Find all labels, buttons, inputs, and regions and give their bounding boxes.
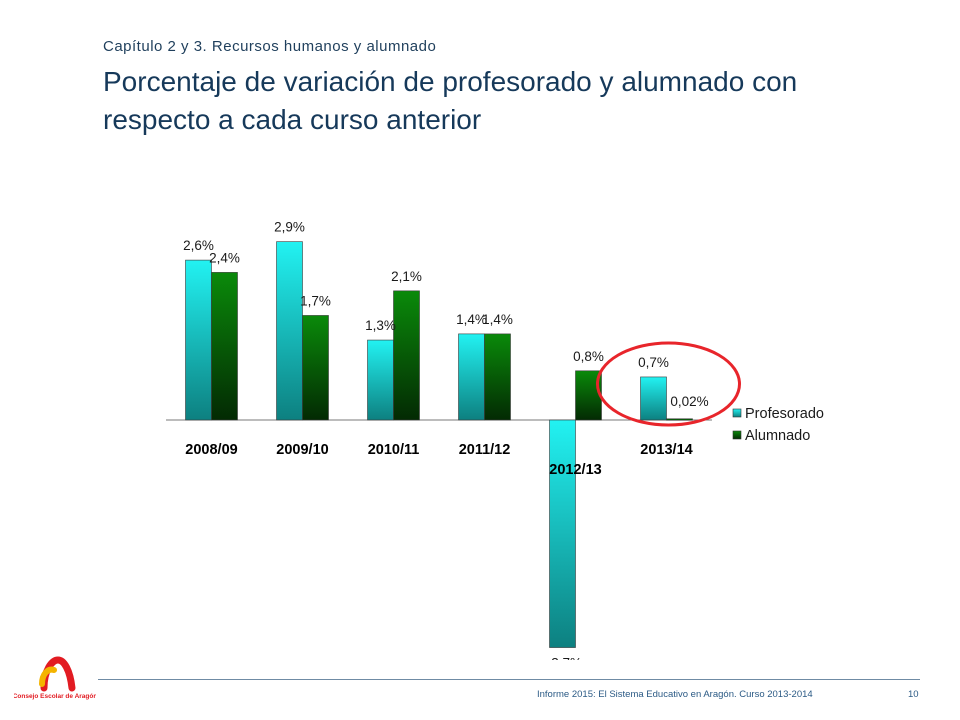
footer-text: Informe 2015: El Sistema Educativo en Ar… <box>537 689 813 700</box>
data-label-profesorado-2011-12: 1,4% <box>456 312 487 327</box>
consejo-escolar-logo: Consejo Escolar de Aragón <box>14 656 96 700</box>
footer-divider <box>98 679 920 680</box>
data-label-alumnado-2008-09: 2,4% <box>209 250 240 265</box>
data-label-alumnado-2010-11: 2,1% <box>391 269 422 284</box>
variation-bar-chart: 2,6%2,4% 2008/09 2,9% 1,7% 2009/10 1,3% 2,1% 20… <box>166 220 824 660</box>
page-title: Porcentaje de variación de profesorado y… <box>103 66 798 135</box>
bar-profesorado-2013-14 <box>640 376 667 421</box>
legend-swatch-alumnado <box>732 430 742 440</box>
data-label-profesorado-2010-11: 1,3% <box>365 318 396 333</box>
bar-profesorado-2012-13 <box>549 419 576 648</box>
bar-alumnado-2013-14 <box>666 418 693 421</box>
chapter-subtitle: Capítulo 2 y 3. Recursos humanos y alumn… <box>103 38 437 55</box>
bar-alumnado-2010-11 <box>393 290 420 421</box>
category-label-2010-11: 2010/11 <box>368 442 420 458</box>
legend-label-profesorado: Profesorado <box>745 406 824 422</box>
data-label-alumnado-2013-14: 0,02% <box>670 394 708 409</box>
bar-alumnado-2008-09 <box>211 272 238 421</box>
legend-label-alumnado: Alumnado <box>745 428 810 444</box>
bar-alumnado-2009-10 <box>302 315 329 421</box>
data-label-alumnado-2011-12: 1,4% <box>482 312 513 327</box>
bar-profesorado-2011-12 <box>458 333 485 421</box>
bar-profesorado-2009-10 <box>276 241 303 421</box>
page-number: 10 <box>908 689 919 700</box>
data-label-profesorado-2008-09: 2,6% <box>183 238 214 253</box>
data-label-profesorado-2009-10: 2,9% <box>274 220 305 235</box>
category-label-2012-13: 2012/13 <box>549 462 601 478</box>
bar-profesorado-2008-09 <box>185 259 212 421</box>
legend-swatch-profesorado <box>732 408 742 418</box>
category-label-2011-12: 2011/12 <box>459 442 511 458</box>
data-label-alumnado-2012-13: 0,8% <box>573 349 604 364</box>
category-label-2009-10: 2009/10 <box>276 442 328 458</box>
bar-profesorado-2010-11 <box>367 339 394 421</box>
data-label-alumnado-2009-10: 1,7% <box>300 293 331 308</box>
category-label-2008-09: 2008/09 <box>185 442 237 458</box>
bar-alumnado-2011-12 <box>484 333 511 421</box>
svg-text:Consejo Escolar de Aragón: Consejo Escolar de Aragón <box>14 693 96 700</box>
category-label-2013-14: 2013/14 <box>640 442 692 458</box>
highlight-circle <box>596 341 741 427</box>
data-label-profesorado-2013-14: 0,7% <box>638 355 669 370</box>
data-label-profesorado-2012-13: - 3,7% <box>543 656 582 660</box>
